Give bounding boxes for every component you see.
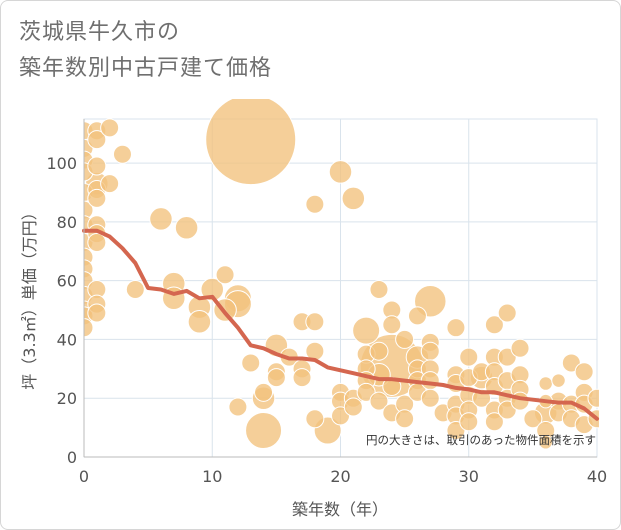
data-point bbox=[459, 412, 479, 432]
data-point bbox=[369, 391, 389, 411]
data-point bbox=[87, 303, 107, 323]
data-point bbox=[510, 338, 530, 358]
y-tick-label: 100 bbox=[46, 154, 77, 173]
data-point bbox=[369, 341, 389, 361]
bubble-size-note: 円の大きさは、取引のあった物件面積を示す bbox=[366, 433, 596, 447]
average-price-line bbox=[82, 228, 599, 421]
data-point bbox=[305, 312, 325, 332]
data-point bbox=[149, 207, 173, 231]
data-point bbox=[215, 265, 235, 285]
data-point bbox=[241, 353, 261, 373]
data-point bbox=[84, 318, 94, 338]
data-point bbox=[228, 397, 248, 417]
y-tick-label: 40 bbox=[57, 330, 77, 349]
data-point bbox=[395, 329, 415, 349]
data-point bbox=[305, 409, 325, 429]
data-point bbox=[328, 160, 353, 184]
data-point bbox=[112, 144, 132, 164]
data-point bbox=[200, 277, 224, 302]
x-tick-label: 20 bbox=[330, 467, 350, 486]
data-point bbox=[446, 318, 466, 338]
data-point bbox=[484, 412, 504, 432]
data-point bbox=[551, 373, 566, 388]
chart-title: 茨城県牛久市の 築年数別中古戸建て価格 bbox=[19, 15, 272, 87]
x-tick-label: 10 bbox=[202, 467, 222, 486]
data-point bbox=[420, 371, 440, 391]
data-point bbox=[420, 388, 440, 408]
data-point bbox=[205, 99, 297, 186]
x-axis-label: 築年数（年） bbox=[292, 500, 388, 519]
data-point bbox=[87, 188, 107, 208]
data-point bbox=[254, 382, 274, 402]
data-point bbox=[305, 194, 325, 214]
y-tick-label: 0 bbox=[67, 448, 77, 467]
data-point bbox=[382, 315, 402, 335]
data-point bbox=[125, 279, 145, 299]
data-point bbox=[343, 397, 363, 417]
x-tick-label: 40 bbox=[587, 467, 607, 486]
data-point bbox=[292, 368, 312, 388]
chart-title-line-1: 茨城県牛久市の bbox=[19, 20, 181, 45]
data-point bbox=[538, 435, 553, 450]
data-point bbox=[420, 341, 440, 361]
x-tick-label: 0 bbox=[79, 467, 89, 486]
data-point bbox=[395, 409, 415, 429]
data-point bbox=[587, 388, 599, 408]
data-point bbox=[407, 306, 427, 326]
data-point bbox=[497, 303, 517, 323]
data-point bbox=[352, 316, 381, 345]
y-tick-label: 20 bbox=[57, 389, 77, 408]
data-point bbox=[574, 362, 594, 382]
x-tick-label: 30 bbox=[459, 467, 479, 486]
bubble-layer bbox=[84, 99, 599, 450]
data-point bbox=[369, 279, 389, 299]
data-point bbox=[100, 174, 120, 194]
chart-title-line-2: 築年数別中古戸建て価格 bbox=[19, 56, 273, 81]
data-point bbox=[245, 412, 283, 450]
data-point bbox=[100, 118, 120, 138]
data-point bbox=[341, 186, 366, 211]
data-point bbox=[538, 376, 553, 391]
y-axis-label: 坪（3.3㎡）単価（万円） bbox=[20, 204, 39, 389]
y-tick-label: 80 bbox=[57, 213, 77, 232]
data-point bbox=[87, 130, 107, 150]
data-point bbox=[523, 409, 543, 429]
trend-line-layer bbox=[82, 228, 599, 421]
axis-layer: 0 10 20 30 40 0 20 40 60 80 100 bbox=[46, 119, 607, 486]
data-point bbox=[484, 315, 504, 335]
data-point bbox=[87, 156, 107, 176]
data-point bbox=[266, 368, 286, 388]
data-point bbox=[459, 347, 479, 367]
data-point bbox=[87, 232, 107, 252]
data-point bbox=[174, 215, 199, 240]
y-tick-label: 60 bbox=[57, 272, 77, 291]
data-point bbox=[187, 310, 212, 334]
